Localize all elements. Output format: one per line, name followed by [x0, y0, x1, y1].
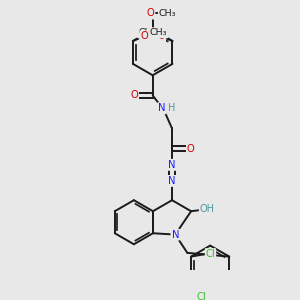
- Text: N: N: [168, 160, 176, 170]
- Text: CH₃: CH₃: [159, 9, 176, 18]
- Text: N: N: [168, 160, 176, 170]
- Text: N: N: [168, 176, 176, 186]
- Text: O: O: [187, 144, 195, 154]
- Text: Cl: Cl: [206, 249, 215, 259]
- Text: N: N: [158, 103, 166, 113]
- Text: CH₃: CH₃: [138, 28, 156, 38]
- Text: CH₃: CH₃: [150, 28, 167, 38]
- Text: O: O: [147, 8, 154, 19]
- Text: O: O: [140, 31, 148, 41]
- Text: O: O: [130, 90, 138, 100]
- Text: CH₃: CH₃: [138, 28, 156, 38]
- Text: O: O: [187, 144, 195, 154]
- Text: Cl: Cl: [197, 292, 207, 300]
- Text: N: N: [172, 230, 179, 240]
- Text: O: O: [147, 8, 154, 19]
- Text: H: H: [168, 103, 176, 113]
- Text: O: O: [140, 31, 148, 41]
- Text: H: H: [168, 103, 176, 113]
- Text: O: O: [130, 90, 138, 100]
- Text: O: O: [157, 31, 165, 41]
- Text: CH₃: CH₃: [159, 9, 176, 18]
- Text: CH₃: CH₃: [150, 28, 167, 38]
- Text: N: N: [168, 176, 176, 186]
- Text: O: O: [157, 31, 165, 41]
- Text: N: N: [172, 230, 179, 240]
- Text: OH: OH: [200, 203, 215, 214]
- Text: OH: OH: [200, 203, 215, 214]
- Text: N: N: [158, 103, 166, 113]
